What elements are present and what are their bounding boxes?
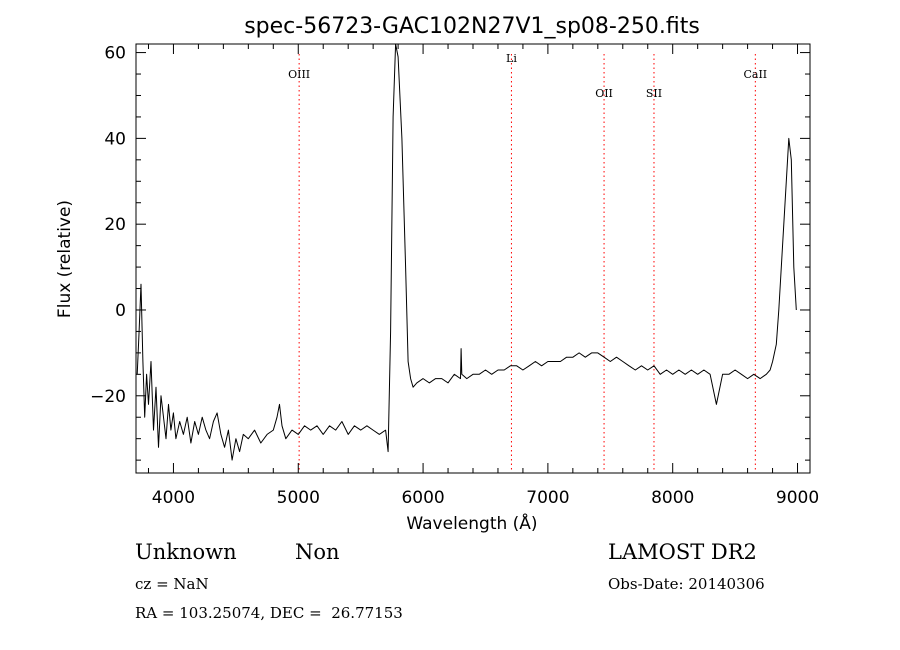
subclass-label: Non — [295, 540, 340, 564]
reference-line-label: OII — [595, 87, 613, 100]
x-tick-label: 7000 — [526, 488, 569, 508]
class-label: Unknown — [135, 540, 237, 564]
x-tick-label: 5000 — [277, 488, 320, 508]
survey-label: LAMOST DR2 — [608, 540, 757, 564]
spectrum-line — [136, 43, 797, 461]
obs-date-text: Obs-Date: 20140306 — [608, 575, 765, 593]
redshift-text: cz = NaN — [135, 575, 209, 593]
x-tick-label: 8000 — [651, 488, 694, 508]
x-tick-label: 9000 — [776, 488, 819, 508]
plot-area: OIII Li OII SII CaII 4000 5000 6000 7000 8000 9000… — [90, 43, 819, 508]
reference-line-label: SII — [646, 87, 662, 100]
chart-title: spec-56723-GAC102N27V1_sp08-250.fits — [244, 14, 700, 39]
x-tick-label: 4000 — [152, 488, 195, 508]
coordinates-text: RA = 103.25074, DEC = 26.77153 — [135, 604, 403, 622]
y-tick-label: 0 — [115, 301, 126, 321]
y-axis-label: Flux (relative) — [55, 200, 75, 318]
y-tick-label: 40 — [104, 129, 126, 149]
reference-line-label: CaII — [743, 68, 767, 81]
y-tick-label: 20 — [104, 215, 126, 235]
reference-line-label: Li — [506, 52, 517, 65]
y-tick-label: −20 — [90, 387, 126, 407]
x-tick-label: 6000 — [401, 488, 444, 508]
reference-line-label: OIII — [288, 68, 310, 81]
y-tick-label: 60 — [104, 44, 126, 64]
plot-frame — [135, 43, 811, 474]
x-axis-label: Wavelength (Å) — [406, 512, 537, 534]
